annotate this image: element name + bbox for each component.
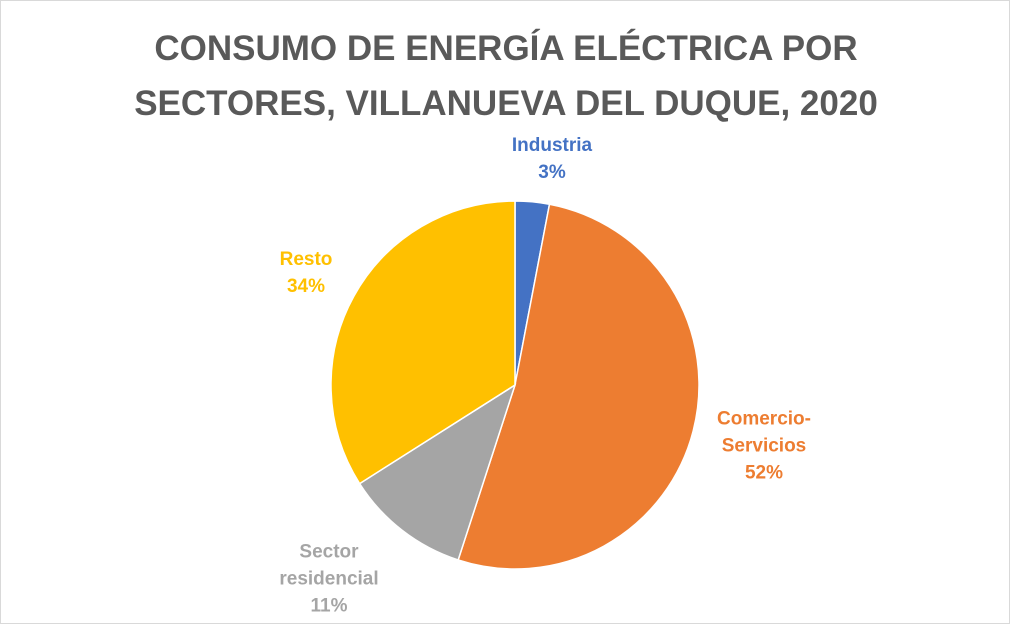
value-label: 34% — [286, 276, 326, 297]
category-label: Resto — [279, 249, 333, 270]
data-label: Industria 3% — [472, 132, 632, 186]
pie-slice — [457, 203, 700, 570]
category-label: Comercio-Servicios — [717, 408, 811, 457]
pie-slice — [330, 200, 516, 485]
pie-slice — [358, 383, 517, 561]
value-label: 11% — [310, 595, 348, 617]
value-label: 52% — [744, 462, 784, 484]
data-label: Resto 34% — [246, 246, 366, 300]
data-label: Comercio-Servicios 52% — [704, 406, 824, 487]
value-label: 3% — [538, 162, 566, 183]
category-label: Sector residencial — [279, 541, 379, 590]
category-label: Industria — [511, 135, 593, 156]
chart-title: CONSUMO DE ENERGÍA ELÉCTRICA POR SECTORE… — [134, 29, 878, 123]
data-label: Sector residencial 11% — [264, 539, 394, 620]
